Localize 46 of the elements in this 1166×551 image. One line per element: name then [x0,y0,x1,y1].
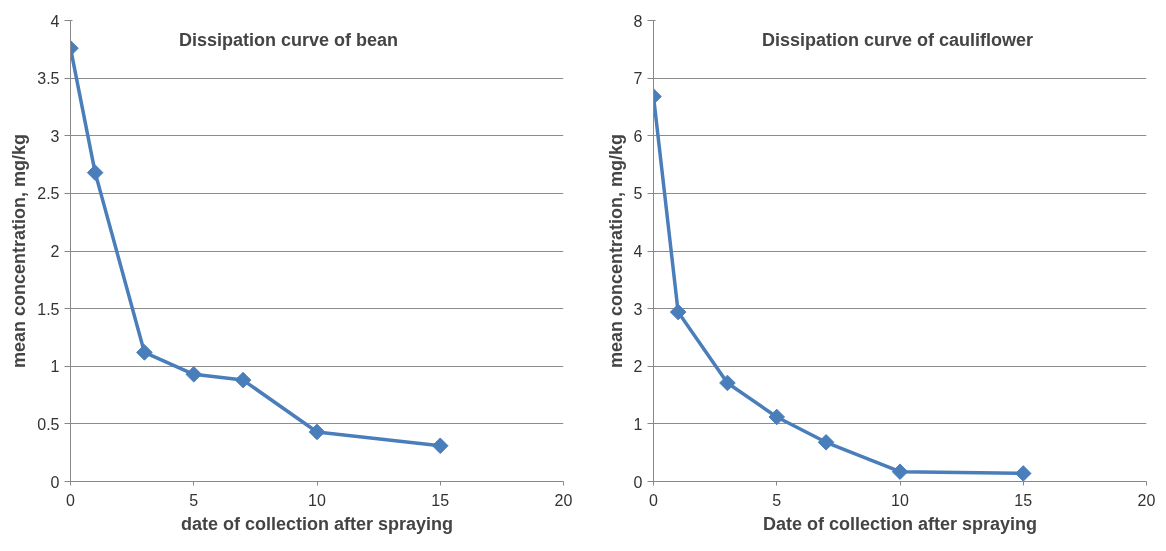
point [431,437,449,455]
point [768,408,786,426]
point [308,423,326,441]
text: Dissipation curve of cauliflower [761,29,1034,50]
y-tick-label: 3 [50,127,60,145]
point [234,371,252,389]
point [891,463,909,480]
x-tick-label: 0 [649,491,659,509]
point [1014,465,1032,482]
y-tick-label: 2.5 [37,185,60,203]
x-tick-label: 0 [66,491,76,509]
x-axis-title: date of collection after spraying [180,513,454,534]
x-tick-label: 5 [772,491,782,509]
y-tick-label: 0 [633,473,643,491]
y-tick-label: 6 [633,127,643,145]
y-tick-label: 7 [633,70,643,88]
x-tick-label: 15 [1014,491,1033,509]
y-tick-label: 1.5 [37,300,60,318]
x-tick-label: 20 [554,491,573,509]
x-tick-label: 20 [1137,491,1156,509]
x-axis-title: Date of collection after spraying [762,513,1038,534]
y-tick-label: 4 [633,243,643,260]
point [136,344,153,361]
x-tick-label: 5 [189,491,199,509]
y-tick-label: 3 [633,300,643,318]
y-tick-label: 2 [633,358,643,376]
text: Dissipation curve of bean [178,29,399,50]
y-tick-label: 0 [50,473,60,491]
y-tick-label: 8 [633,12,643,30]
y-tick-label: 1 [50,358,60,376]
y-tick-label: 0.5 [37,415,60,433]
y-tick-label: 1 [633,415,643,433]
y-axis-title: mean concentration, mg/kg [9,133,30,369]
y-tick-label: 3.5 [37,70,60,88]
y-tick-label: 5 [633,185,643,203]
point [669,303,687,321]
x-tick-label: 10 [308,491,326,509]
point [719,374,736,392]
x-tick-label: 10 [891,491,909,509]
y-axis-title: mean concentration, mg/kg [605,133,626,369]
x-tick-label: 15 [431,491,450,509]
point [185,366,203,383]
point [86,164,104,181]
y-tick-label: 2 [50,243,60,260]
point [817,434,835,451]
y-tick-label: 4 [50,12,60,30]
